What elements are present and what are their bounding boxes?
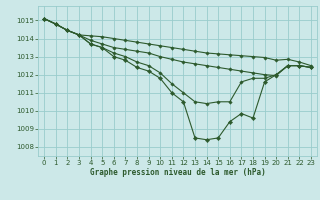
X-axis label: Graphe pression niveau de la mer (hPa): Graphe pression niveau de la mer (hPa) [90, 168, 266, 177]
